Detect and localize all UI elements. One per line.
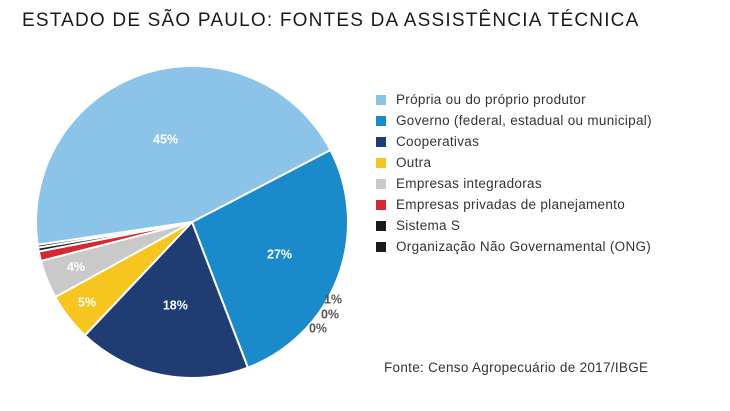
slice-label-organizacao-nao-governamental-ong: 0% <box>309 321 327 335</box>
legend-label: Empresas integradoras <box>396 176 542 191</box>
slice-label-governo-federal-estadual-ou-municipal: 27% <box>267 247 292 261</box>
slice-label-sistema-s: 0% <box>321 307 339 321</box>
legend-label: Empresas privadas de planejamento <box>396 197 626 212</box>
legend-label: Organização Não Governamental (ONG) <box>396 239 652 254</box>
legend-item-empresas-privadas-de-planejamento: Empresas privadas de planejamento <box>376 194 652 215</box>
legend-label: Governo (federal, estadual ou municipal) <box>396 113 652 128</box>
legend-item-organizacao-nao-governamental-ong: Organização Não Governamental (ONG) <box>376 236 652 257</box>
legend-item-empresas-integradoras: Empresas integradoras <box>376 173 652 194</box>
chart-title: ESTADO DE SÃO PAULO: FONTES DA ASSISTÊNC… <box>22 10 640 31</box>
legend-swatch <box>376 157 386 168</box>
slice-label-outra: 5% <box>78 295 96 309</box>
pie-slice-cooperativas <box>83 220 250 379</box>
legend-item-cooperativas: Cooperativas <box>376 131 652 152</box>
legend-label: Sistema S <box>396 218 461 233</box>
legend-item-propria-ou-do-proprio-produtor: Própria ou do próprio produtor <box>376 89 652 110</box>
pie-slice-propria-ou-do-proprio-produtor <box>35 65 332 246</box>
legend-swatch <box>376 136 386 147</box>
legend-label: Cooperativas <box>396 134 480 149</box>
chart-source: Fonte: Censo Agropecuário de 2017/IBGE <box>384 360 649 375</box>
legend-swatch <box>376 94 386 105</box>
legend-swatch <box>376 220 386 231</box>
legend-swatch <box>376 241 386 252</box>
legend-swatch <box>376 178 386 189</box>
legend-item-governo-federal-estadual-ou-municipal: Governo (federal, estadual ou municipal) <box>376 110 652 131</box>
slice-label-empresas-integradoras: 4% <box>67 260 85 274</box>
legend-item-outra: Outra <box>376 152 652 173</box>
chart-legend: Própria ou do próprio produtor Governo (f… <box>376 89 652 257</box>
slice-label-cooperativas: 18% <box>163 298 188 312</box>
legend-swatch <box>376 199 386 210</box>
slice-label-propria-ou-do-proprio-produtor: 45% <box>153 133 178 147</box>
legend-label: Própria ou do próprio produtor <box>396 92 586 107</box>
slice-label-empresas-privadas-de-planejamento: 1% <box>324 292 342 306</box>
legend-item-sistema-s: Sistema S <box>376 215 652 236</box>
legend-swatch <box>376 115 386 126</box>
legend-label: Outra <box>396 155 432 170</box>
pie-slice-governo-federal-estadual-ou-municipal <box>190 148 349 369</box>
